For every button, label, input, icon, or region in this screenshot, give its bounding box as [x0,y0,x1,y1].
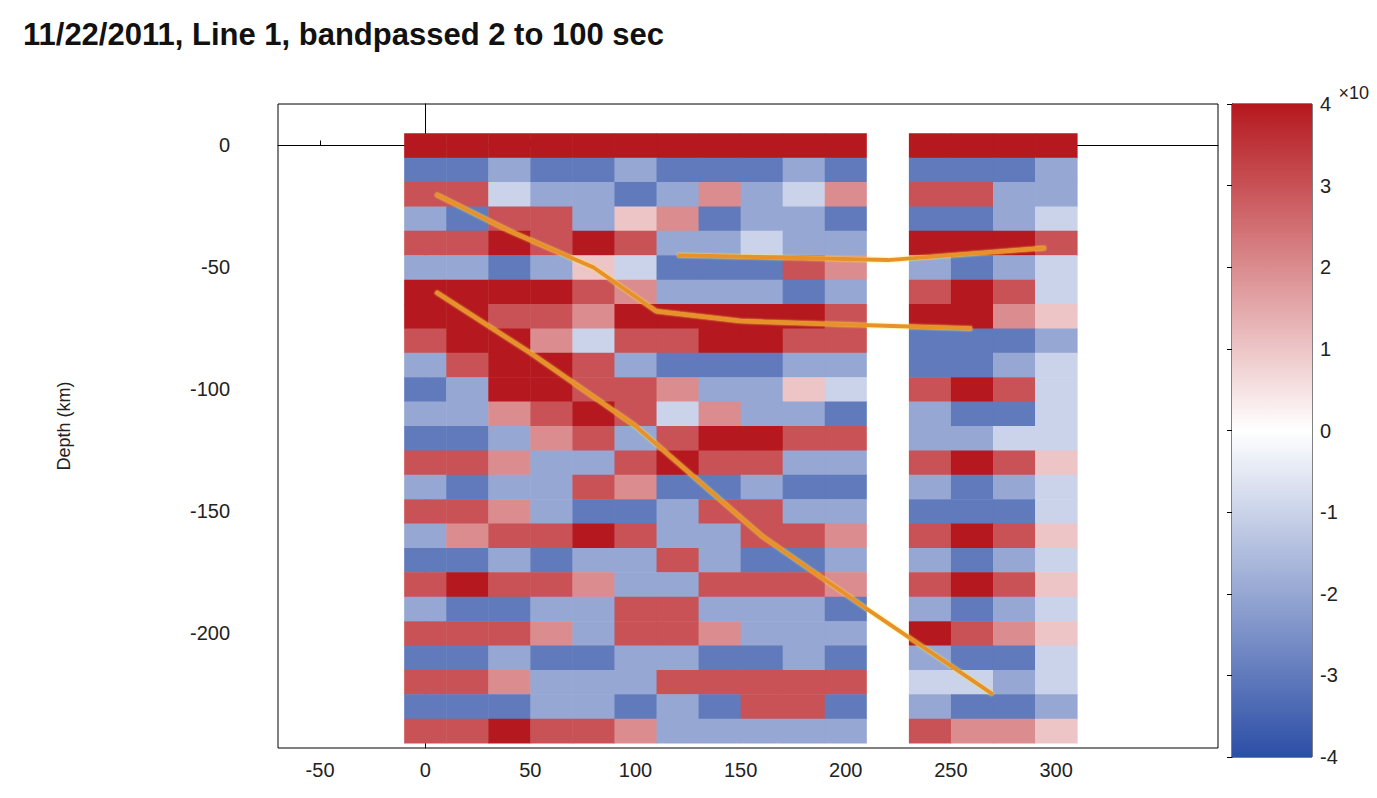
svg-text:-4: -4 [1320,746,1338,768]
svg-text:-150: -150 [190,500,230,522]
svg-text:2: 2 [1320,256,1331,278]
svg-text:×10: ×10 [1338,83,1369,103]
svg-text:200: 200 [829,759,862,781]
svg-text:0: 0 [219,134,230,156]
svg-text:3: 3 [1320,175,1331,197]
svg-text:11/22/2011, Line 1, bandpassed: 11/22/2011, Line 1, bandpassed 2 to 100 … [23,17,664,52]
svg-text:-200: -200 [190,622,230,644]
svg-text:100: 100 [619,759,652,781]
svg-text:300: 300 [1039,759,1072,781]
svg-text:0: 0 [420,759,431,781]
svg-text:-2: -2 [1320,583,1338,605]
svg-text:150: 150 [724,759,757,781]
svg-text:-1: -1 [1320,501,1338,523]
svg-text:4: 4 [1320,93,1331,115]
svg-text:250: 250 [934,759,967,781]
svg-text:1: 1 [1320,338,1331,360]
svg-text:0: 0 [1320,420,1331,442]
svg-text:50: 50 [519,759,541,781]
svg-text:-50: -50 [201,256,230,278]
svg-text:-50: -50 [306,759,335,781]
svg-text:Depth (km): Depth (km) [54,381,74,470]
svg-text:-3: -3 [1320,664,1338,686]
svg-text:-100: -100 [190,378,230,400]
